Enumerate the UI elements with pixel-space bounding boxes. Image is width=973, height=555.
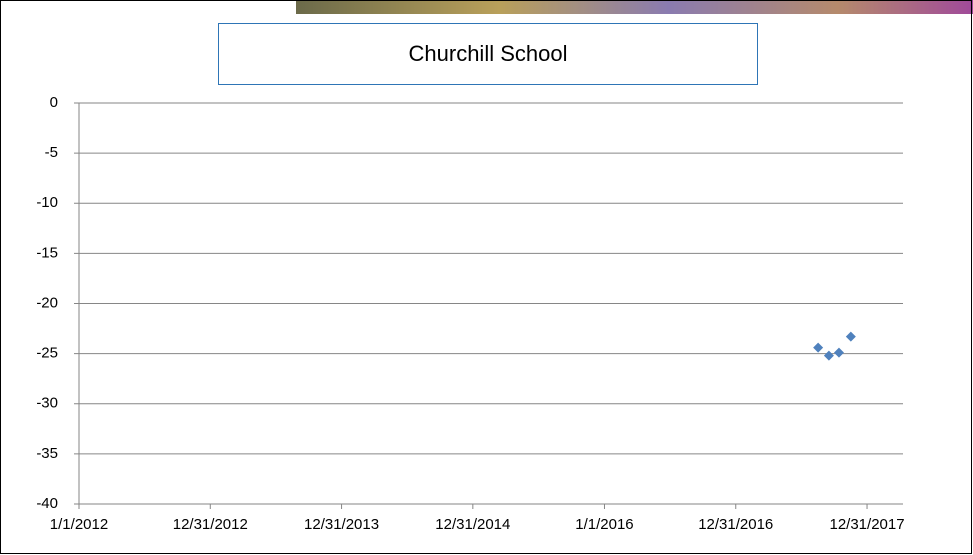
y-tick-label: -5	[45, 144, 58, 161]
y-tick-label: -40	[36, 495, 58, 512]
y-tick-label: -20	[36, 294, 58, 311]
scatter-point	[834, 348, 844, 358]
y-tick-label: -10	[36, 194, 58, 211]
y-tick-label: -35	[36, 445, 58, 462]
scatter-point	[846, 332, 856, 342]
x-tick-label: 12/31/2012	[173, 516, 248, 533]
y-tick-label: -15	[36, 244, 58, 261]
y-tick-label: -25	[36, 345, 58, 362]
x-tick-label: 12/31/2017	[829, 516, 904, 533]
x-tick-label: 12/31/2014	[435, 516, 510, 533]
scatter-point	[824, 351, 834, 361]
scatter-point	[813, 343, 823, 353]
x-tick-label: 1/1/2016	[575, 516, 633, 533]
x-tick-label: 12/31/2013	[304, 516, 379, 533]
x-tick-label: 12/31/2016	[698, 516, 773, 533]
y-tick-label: 0	[50, 94, 58, 111]
background-photo	[296, 0, 973, 14]
y-tick-label: -30	[36, 395, 58, 412]
chart: Churchill School 0 -5 -10 -15 -20 -25 -30 -35 -4…	[0, 0, 973, 555]
x-tick-label: 1/1/2012	[50, 516, 108, 533]
chart-title: Churchill School	[409, 41, 568, 66]
